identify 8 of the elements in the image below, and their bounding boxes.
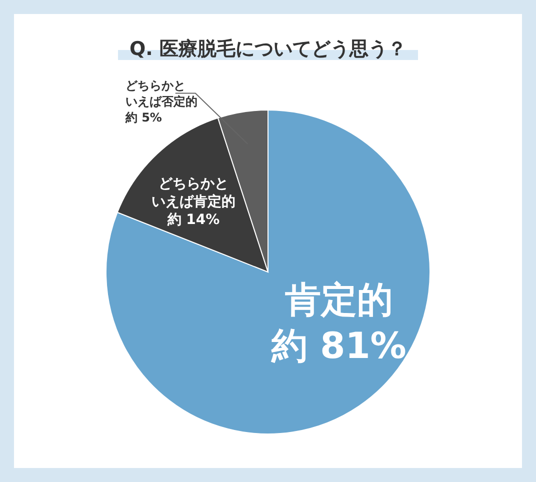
slice-label: どちらかといえば否定的	[125, 78, 198, 108]
data-label: 約 14%	[166, 212, 220, 228]
slice-label: どちらかといえば肯定的	[151, 176, 236, 210]
chart-title: Q. 医療脱毛についてどう思う？	[130, 38, 406, 60]
slice-label: 肯定的	[284, 280, 393, 321]
pie-slice	[106, 110, 430, 434]
data-label: 約 81%	[270, 326, 406, 367]
data-label: 約 5%	[124, 110, 162, 124]
